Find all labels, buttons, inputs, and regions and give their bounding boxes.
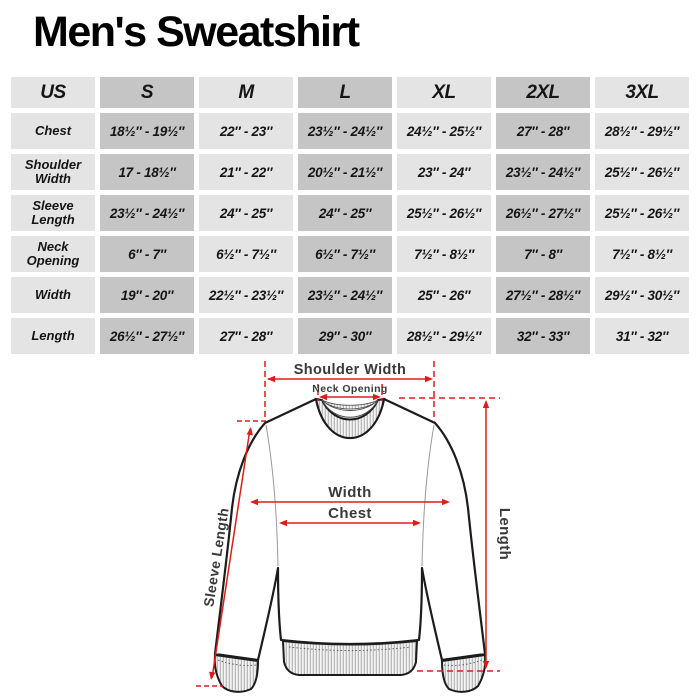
measurement-value: 26½″ - 27½″: [100, 318, 194, 354]
measurement-value: 6½″ - 7½″: [298, 236, 392, 272]
measurement-row-label: Length: [11, 318, 95, 354]
measurement-value: 25½″ - 26½″: [595, 154, 689, 190]
size-table-row: Neck Opening 6″ - 7″ 6½″ - 7½″ 6½″ - 7½″ 7½″…: [11, 236, 689, 272]
length-label: Length: [496, 508, 513, 560]
size-chart-table: US S M L XL 2XL 3XL Chest 18½″ - 19½″ 22″ - 23″ 2…: [6, 72, 694, 359]
measurement-value: 24″ - 25″: [298, 195, 392, 231]
sweatshirt-measurement-diagram: Shoulder Width Neck Opening Width Chest …: [196, 361, 513, 693]
size-chart-body: Chest 18½″ - 19½″ 22″ - 23″ 23½″ - 24½″ 24½″…: [11, 113, 689, 354]
measurement-value: 22½″ - 23½″: [199, 277, 293, 313]
size-table-row: Shoulder Width 17 - 18½″ 21″ - 22″ 20½″ - 2…: [11, 154, 689, 190]
size-table-row: Chest 18½″ - 19½″ 22″ - 23″ 23½″ - 24½″ 24½″…: [11, 113, 689, 149]
size-column-header: L: [298, 77, 392, 108]
size-chart-header-row: US S M L XL 2XL 3XL: [11, 77, 689, 108]
measurement-value: 27″ - 28″: [496, 113, 590, 149]
chest-label: Chest: [328, 505, 372, 522]
shoulder-width-label: Shoulder Width: [294, 362, 407, 378]
measurement-value: 6½″ - 7½″: [199, 236, 293, 272]
measurement-row-label: Neck Opening: [11, 236, 95, 272]
measurement-value: 24″ - 25″: [199, 195, 293, 231]
left-armhole-seam: [265, 424, 279, 567]
measurement-value: 25½″ - 26½″: [595, 195, 689, 231]
sweatshirt-outline: [213, 397, 487, 662]
measurement-value: 28½″ - 29½″: [397, 318, 491, 354]
measurement-value: 29″ - 30″: [298, 318, 392, 354]
size-column-header: XL: [397, 77, 491, 108]
size-column-header: US: [11, 77, 95, 108]
size-table-row: Length 26½″ - 27½″ 27″ - 28″ 29″ - 30″ 28½″ …: [11, 318, 689, 354]
size-column-header: S: [100, 77, 194, 108]
measurement-row-label: Shoulder Width: [11, 154, 95, 190]
measurement-row-label: Width: [11, 277, 95, 313]
size-column-header: M: [199, 77, 293, 108]
size-column-header: 3XL: [595, 77, 689, 108]
measurement-value: 32″ - 33″: [496, 318, 590, 354]
measurement-value: 25½″ - 26½″: [397, 195, 491, 231]
measurement-value: 7½″ - 8½″: [595, 236, 689, 272]
left-cuff-rib: [213, 653, 260, 693]
size-table-row: Width 19″ - 20″ 22½″ - 23½″ 23½″ - 24½″ 25″ …: [11, 277, 689, 313]
waistband-stitch-line: [288, 646, 412, 651]
right-cuff-rib: [440, 653, 487, 693]
measurement-row-label: Sleeve Length: [11, 195, 95, 231]
neck-opening-label: Neck Opening: [312, 383, 387, 395]
measurement-value: 17 - 18½″: [100, 154, 194, 190]
measurement-value: 19″ - 20″: [100, 277, 194, 313]
measurement-value: 24½″ - 25½″: [397, 113, 491, 149]
measurement-value: 27½″ - 28½″: [496, 277, 590, 313]
measurement-value: 23½″ - 24½″: [496, 154, 590, 190]
measurement-value: 7½″ - 8½″: [397, 236, 491, 272]
size-table-row: Sleeve Length 23½″ - 24½″ 24″ - 25″ 24″ - 2…: [11, 195, 689, 231]
measurement-value: 31″ - 32″: [595, 318, 689, 354]
measurement-value: 23½″ - 24½″: [100, 195, 194, 231]
measurement-value: 27″ - 28″: [199, 318, 293, 354]
right-armhole-seam: [421, 424, 435, 567]
measurement-value: 22″ - 23″: [199, 113, 293, 149]
size-column-header: 2XL: [496, 77, 590, 108]
arrowheads: [209, 375, 490, 680]
measurement-value: 7″ - 8″: [496, 236, 590, 272]
left-cuff-stitch-line: [217, 659, 257, 666]
measurement-value: 29½″ - 30½″: [595, 277, 689, 313]
sleeve-length-arrow: [211, 428, 251, 679]
measurement-value: 28½″ - 29½″: [595, 113, 689, 149]
measurement-value: 18½″ - 19½″: [100, 113, 194, 149]
measurement-row-label: Chest: [11, 113, 95, 149]
measurement-value: 23½″ - 24½″: [298, 277, 392, 313]
measurement-value: 20½″ - 21½″: [298, 154, 392, 190]
measurement-value: 21″ - 22″: [199, 154, 293, 190]
measurement-value: 23″ - 24″: [397, 154, 491, 190]
right-cuff-stitch-line: [443, 659, 483, 666]
waistband-rib: [281, 639, 419, 676]
measurement-value: 6″ - 7″: [100, 236, 194, 272]
measurement-value: 26½″ - 27½″: [496, 195, 590, 231]
collar-rib: [314, 397, 386, 439]
measurement-value: 23½″ - 24½″: [298, 113, 392, 149]
collar-back-rib: [321, 399, 379, 410]
measurement-value: 25″ - 26″: [397, 277, 491, 313]
page-title: Men's Sweatshirt: [33, 8, 360, 56]
width-label: Width: [328, 484, 372, 501]
